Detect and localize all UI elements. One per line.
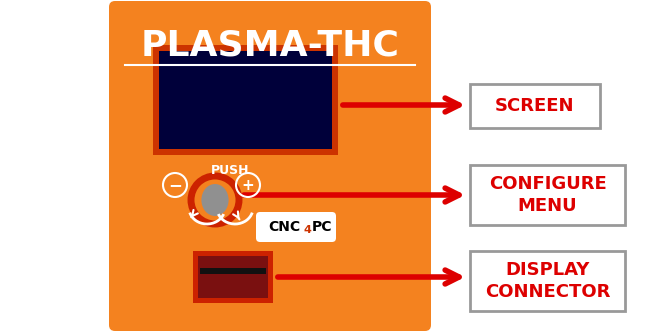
Text: CONFIGURE
MENU: CONFIGURE MENU <box>488 175 606 215</box>
Bar <box>470 84 600 128</box>
FancyBboxPatch shape <box>256 212 336 242</box>
Text: PC: PC <box>312 220 332 234</box>
Bar <box>193 251 273 303</box>
Bar <box>153 45 338 155</box>
Text: DISPLAY
CONNECTOR: DISPLAY CONNECTOR <box>485 261 610 301</box>
Bar <box>159 51 332 149</box>
Text: 4: 4 <box>304 225 312 235</box>
Bar <box>470 251 625 311</box>
Circle shape <box>191 176 239 224</box>
Text: CNC: CNC <box>268 220 300 234</box>
FancyBboxPatch shape <box>109 1 431 331</box>
Text: −: − <box>168 176 182 194</box>
Text: PLASMA-THC: PLASMA-THC <box>141 28 399 62</box>
Bar <box>198 256 268 298</box>
Text: SCREEN: SCREEN <box>495 97 575 115</box>
Text: +: + <box>242 177 255 192</box>
Bar <box>200 268 266 274</box>
Bar <box>470 165 625 225</box>
Text: PUSH: PUSH <box>211 164 249 176</box>
Ellipse shape <box>202 184 228 216</box>
